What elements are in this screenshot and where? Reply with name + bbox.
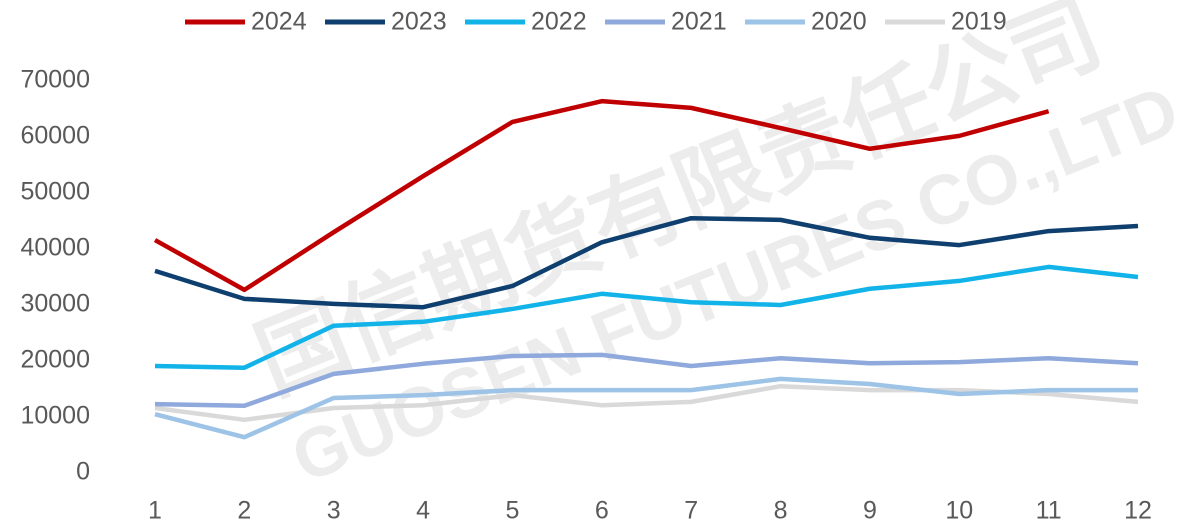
series-line bbox=[154, 215, 1139, 310]
legend-label: 2022 bbox=[531, 8, 587, 36]
x-tick-label: 8 bbox=[774, 497, 788, 525]
x-tick-label: 7 bbox=[684, 497, 698, 525]
x-tick-label: 4 bbox=[416, 497, 430, 525]
y-tick-label: 20000 bbox=[20, 346, 90, 374]
y-tick-label: 60000 bbox=[20, 122, 90, 150]
y-tick-label: 0 bbox=[76, 458, 90, 486]
series-line bbox=[154, 376, 1138, 440]
watermark: 国信期货有限责任公司 GUOSEN FUTURES CO.,LTD bbox=[243, 0, 1180, 497]
y-tick-label: 40000 bbox=[20, 234, 90, 262]
x-tick-label: 5 bbox=[506, 497, 520, 525]
x-tick-label: 10 bbox=[945, 497, 973, 525]
legend-label: 2024 bbox=[251, 8, 307, 36]
x-tick-label: 1 bbox=[148, 497, 162, 525]
x-tick-label: 9 bbox=[863, 497, 877, 525]
legend-label: 2021 bbox=[671, 8, 727, 36]
series-line bbox=[154, 264, 1139, 370]
y-tick-label: 30000 bbox=[20, 290, 90, 318]
x-tick-label: 3 bbox=[327, 497, 341, 525]
y-tick-label: 70000 bbox=[20, 66, 90, 94]
x-tick-label: 6 bbox=[595, 497, 609, 525]
legend-label: 2023 bbox=[391, 8, 447, 36]
legend-label: 2019 bbox=[951, 8, 1007, 36]
x-tick-label: 12 bbox=[1124, 497, 1152, 525]
x-tick-label: 2 bbox=[237, 497, 251, 525]
x-tick-label: 11 bbox=[1036, 497, 1062, 525]
y-tick-label: 10000 bbox=[20, 402, 90, 430]
series-line bbox=[154, 352, 1139, 409]
legend-label: 2020 bbox=[811, 8, 867, 36]
series-line bbox=[153, 98, 1050, 293]
series-line bbox=[154, 383, 1139, 423]
y-tick-label: 50000 bbox=[20, 178, 90, 206]
